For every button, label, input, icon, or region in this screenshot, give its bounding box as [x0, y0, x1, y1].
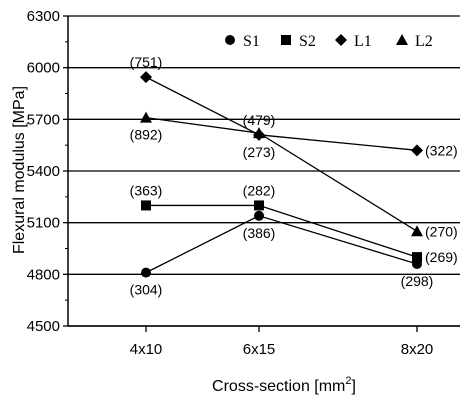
data-point-L2 — [411, 225, 423, 237]
y-axis-title: Flexural modulus [MPa] — [11, 86, 28, 254]
legend-label-S2: S2 — [299, 33, 316, 50]
data-annotation: (298) — [401, 273, 434, 289]
series-L1 — [140, 71, 423, 157]
data-annotation: (304) — [130, 282, 163, 298]
data-annotation: (479) — [243, 112, 276, 128]
legend-marker-L1 — [335, 34, 347, 46]
x-tick-label: 8x20 — [401, 341, 434, 358]
data-point-S2 — [254, 200, 264, 211]
axes — [67, 16, 460, 332]
x-tick-label: 4x10 — [130, 341, 163, 358]
x-tick-label: 6x15 — [243, 341, 276, 358]
data-annotation: (282) — [243, 182, 276, 198]
legend-label-L2: L2 — [415, 33, 433, 50]
y-tick-label: 5100 — [27, 215, 60, 232]
series-line-L1 — [145, 76, 418, 151]
data-point-L2 — [140, 111, 152, 123]
data-point-S1 — [254, 210, 264, 221]
x-tick-labels: 4x10 6x15 8x20 — [130, 341, 434, 358]
y-tick-label: 4500 — [27, 318, 60, 335]
x-axis-title: Cross-section [mm2] — [212, 375, 356, 395]
y-tick-label: 4800 — [27, 266, 60, 283]
data-annotation: (751) — [130, 54, 163, 70]
series-line-L2 — [145, 116, 418, 232]
x-axis-title-main: Cross-section [mm — [212, 378, 345, 395]
data-annotation: (892) — [130, 127, 163, 143]
data-point-S1 — [141, 267, 151, 278]
y-tick-label: 5700 — [27, 111, 60, 128]
y-tick-label: 6300 — [27, 8, 60, 25]
series-line-S2 — [146, 204, 418, 258]
annotations: (751) (892) (363) (304) (479) (273) (282) (386)… — [130, 54, 458, 297]
data-point-S2 — [141, 200, 151, 211]
legend: S1 S2 L1 L2 — [225, 33, 433, 50]
data-point-L1 — [140, 71, 152, 84]
series-S2 — [141, 200, 422, 263]
data-point-L2 — [253, 127, 265, 139]
data-point-L1 — [411, 144, 423, 157]
gridlines — [63, 15, 460, 327]
series-S1 — [141, 210, 422, 278]
data-point-S2 — [412, 252, 422, 263]
legend-marker-S2 — [281, 35, 291, 45]
y-tick-labels: 4500 4800 5100 5400 5700 6000 6300 — [27, 8, 60, 335]
data-annotation: (386) — [243, 225, 276, 241]
legend-label-S1: S1 — [243, 33, 260, 50]
legend-marker-S1 — [225, 35, 235, 45]
x-axis-title-end: ] — [352, 378, 356, 395]
data-annotation: (363) — [130, 182, 163, 198]
data-annotation: (322) — [425, 142, 458, 158]
y-tick-label: 6000 — [27, 60, 60, 77]
series-L2 — [140, 111, 423, 237]
data-annotation: (273) — [243, 144, 276, 160]
legend-label-L1: L1 — [354, 33, 372, 50]
y-tick-label: 5400 — [27, 163, 60, 180]
series-group — [140, 71, 423, 278]
data-annotation: (269) — [425, 249, 458, 265]
legend-marker-L2 — [396, 34, 408, 45]
data-annotation: (270) — [425, 223, 458, 239]
x-axis-title-superscript: 2 — [345, 375, 351, 387]
